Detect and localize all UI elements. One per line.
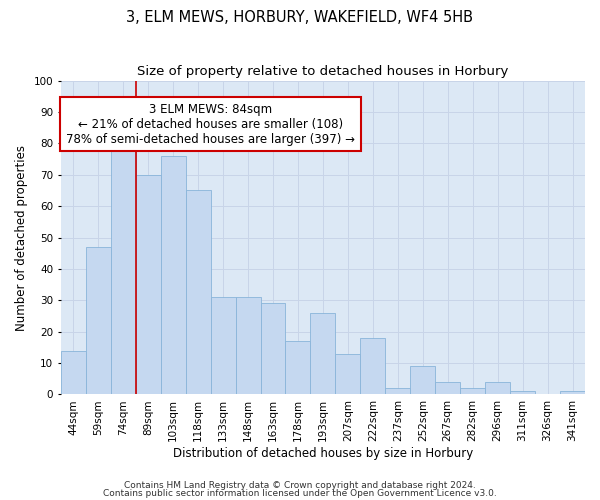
Bar: [361, 338, 385, 394]
Bar: [510, 392, 535, 394]
Bar: [460, 388, 485, 394]
Bar: [410, 366, 435, 394]
Y-axis label: Number of detached properties: Number of detached properties: [15, 144, 28, 330]
Text: Contains public sector information licensed under the Open Government Licence v3: Contains public sector information licen…: [103, 489, 497, 498]
Title: Size of property relative to detached houses in Horbury: Size of property relative to detached ho…: [137, 65, 509, 78]
Bar: [310, 313, 335, 394]
Bar: [61, 350, 86, 395]
Bar: [485, 382, 510, 394]
Bar: [260, 304, 286, 394]
Bar: [136, 174, 161, 394]
Text: 3, ELM MEWS, HORBURY, WAKEFIELD, WF4 5HB: 3, ELM MEWS, HORBURY, WAKEFIELD, WF4 5HB: [127, 10, 473, 25]
Bar: [435, 382, 460, 394]
Bar: [111, 140, 136, 394]
Bar: [236, 297, 260, 394]
Bar: [86, 247, 111, 394]
Bar: [161, 156, 185, 394]
Bar: [286, 341, 310, 394]
X-axis label: Distribution of detached houses by size in Horbury: Distribution of detached houses by size …: [173, 447, 473, 460]
Text: 3 ELM MEWS: 84sqm
← 21% of detached houses are smaller (108)
78% of semi-detache: 3 ELM MEWS: 84sqm ← 21% of detached hous…: [66, 102, 355, 146]
Bar: [560, 392, 585, 394]
Bar: [385, 388, 410, 394]
Bar: [335, 354, 361, 395]
Bar: [211, 297, 236, 394]
Bar: [185, 190, 211, 394]
Text: Contains HM Land Registry data © Crown copyright and database right 2024.: Contains HM Land Registry data © Crown c…: [124, 480, 476, 490]
